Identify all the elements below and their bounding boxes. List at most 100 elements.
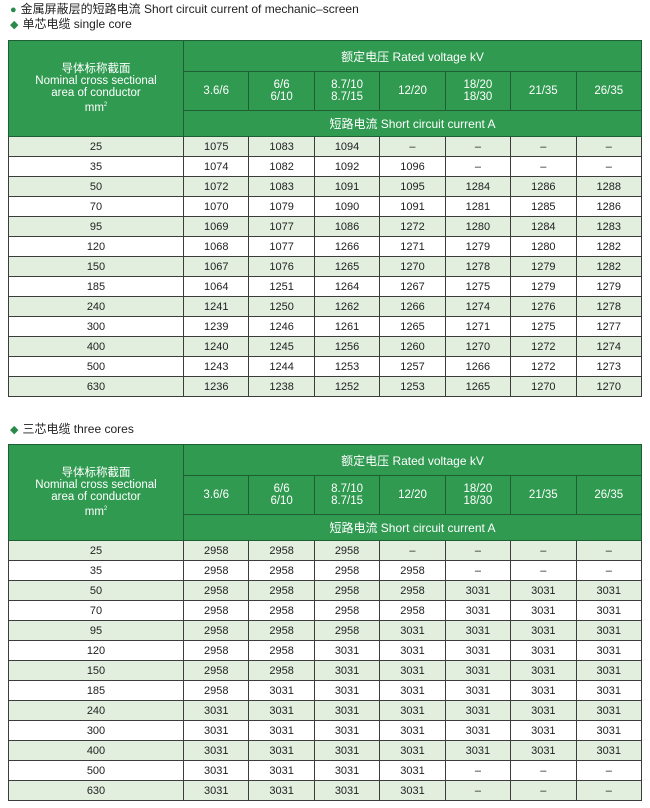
current-cell: 2958 (182, 640, 250, 661)
cross-section-cell: 70 (8, 600, 184, 621)
rated-voltage-header: 额定电压 Rated voltage kV (183, 444, 642, 476)
current-cell: 3031 (313, 740, 381, 761)
current-cell: 1277 (575, 316, 643, 337)
current-cell: 1253 (379, 376, 446, 397)
current-cell: 1275 (510, 316, 577, 337)
current-cell: 1266 (379, 296, 446, 317)
current-cell: 1281 (444, 196, 512, 217)
voltage-column-header: 12/20 (379, 71, 446, 111)
current-cell: 1266 (444, 356, 512, 377)
voltage-column-header: 12/20 (379, 475, 446, 515)
current-cell: 3031 (575, 700, 643, 721)
current-cell: 2958 (248, 580, 315, 601)
cross-section-cell: 120 (8, 236, 184, 257)
current-cell: 1090 (313, 196, 381, 217)
current-cell: 1282 (575, 236, 643, 257)
header-text: Nominal cross sectional (35, 75, 157, 88)
current-cell: 1095 (379, 176, 446, 197)
table-row: 150 1067 1076 1265 1270 1278 1279 1282 (8, 256, 643, 277)
current-cell: 1251 (248, 276, 315, 297)
cross-section-cell: 35 (8, 560, 184, 581)
header-text: Nominal cross sectional (35, 479, 157, 492)
current-cell: 2958 (182, 680, 250, 701)
current-cell: 2958 (379, 560, 446, 581)
table-row: 300 3031 3031 3031 3031 3031 3031 3031 (8, 720, 643, 741)
voltage-column-header: 8.7/10 8.7/15 (313, 475, 381, 515)
current-cell: 3031 (510, 680, 577, 701)
current-cell: 2958 (313, 580, 381, 601)
header-text: 12/20 (398, 85, 427, 97)
table-row: 150 2958 2958 3031 3031 3031 3031 3031 (8, 660, 643, 681)
current-cell: – (575, 156, 643, 177)
current-cell: 2958 (182, 660, 250, 681)
header-text: 6/10 (270, 495, 293, 507)
current-cell: – (575, 540, 643, 561)
current-cell: 1279 (575, 276, 643, 297)
current-cell: 1266 (313, 236, 381, 257)
current-cell: 3031 (444, 660, 512, 681)
header-text: 2 (103, 102, 108, 109)
current-cell: 1280 (444, 216, 512, 237)
current-cell: – (510, 540, 577, 561)
current-cell: 1096 (379, 156, 446, 177)
table-row: 630 1236 1238 1252 1253 1265 1270 1270 (8, 376, 643, 397)
current-cell: 1094 (313, 136, 381, 157)
heading-text: 金属屏蔽层的短路电流 Short circuit current of mech… (20, 2, 359, 16)
header-text: 8.7/15 (331, 495, 364, 507)
current-cell: 1262 (313, 296, 381, 317)
rated-voltage-header: 额定电压 Rated voltage kV (183, 40, 642, 72)
current-cell: 3031 (575, 660, 643, 681)
current-cell: 1270 (444, 336, 512, 357)
header-text: 12/20 (398, 489, 427, 501)
cross-section-cell: 95 (8, 620, 184, 641)
table-row: 120 2958 2958 3031 3031 3031 3031 3031 (8, 640, 643, 661)
current-cell: 3031 (444, 580, 512, 601)
current-cell: 3031 (313, 660, 381, 681)
current-cell: 3031 (575, 680, 643, 701)
voltage-column-header: 21/35 (510, 71, 577, 111)
section-heading: ● 金属屏蔽层的短路电流 Short circuit current of mec… (10, 2, 359, 17)
table-row: 25 1075 1083 1094– – – – (8, 136, 643, 157)
current-cell: 2958 (248, 600, 315, 621)
header-text: 8.7/10 (331, 79, 364, 91)
voltage-column-header: 18/20 18/30 (444, 71, 512, 111)
header-text: 18/20 (463, 483, 493, 495)
current-cell: – (510, 156, 577, 177)
table-row: 240 3031 3031 3031 3031 3031 3031 3031 (8, 700, 643, 721)
cross-section-cell: 500 (8, 356, 184, 377)
current-cell: 3031 (510, 620, 577, 641)
cross-section-cell: 50 (8, 176, 184, 197)
current-cell: – (575, 560, 643, 581)
current-cell: – (510, 560, 577, 581)
cross-section-cell: 120 (8, 640, 184, 661)
cross-section-cell: 630 (8, 780, 184, 801)
subtitle-three-cores: ◆ 三芯电缆 three cores (10, 422, 134, 437)
current-cell: – (379, 540, 446, 561)
current-cell: 3031 (182, 700, 250, 721)
table-row: 500 1243 1244 1253 1257 1266 1272 1273 (8, 356, 643, 377)
cross-section-cell: 185 (8, 680, 184, 701)
current-cell: 3031 (248, 700, 315, 721)
table-row: 95 1069 1077 1086 1272 1280 1284 1283 (8, 216, 643, 237)
current-cell: 3031 (313, 680, 381, 701)
cross-section-cell: 150 (8, 256, 184, 277)
current-cell: 1273 (575, 356, 643, 377)
current-cell: 1241 (182, 296, 250, 317)
voltage-column-header: 21/35 (510, 475, 577, 515)
current-cell: 1244 (248, 356, 315, 377)
current-cell: – (510, 136, 577, 157)
current-cell: 1070 (182, 196, 250, 217)
current-cell: 3031 (510, 600, 577, 621)
current-cell: – (444, 560, 512, 581)
current-cell: 1265 (313, 256, 381, 277)
table-row: 50 1072 1083 1091 1095 1284 1286 1288 (8, 176, 643, 197)
current-cell: 3031 (313, 700, 381, 721)
voltage-column-header: 26/35 (575, 71, 643, 111)
current-cell: 1288 (575, 176, 643, 197)
current-cell: 3031 (248, 780, 315, 801)
current-cell: – (575, 760, 643, 781)
current-cell: – (444, 540, 512, 561)
table-row: 70 2958 2958 2958 2958 3031 3031 3031 (8, 600, 643, 621)
current-cell: 1067 (182, 256, 250, 277)
current-cell: 3031 (444, 720, 512, 741)
